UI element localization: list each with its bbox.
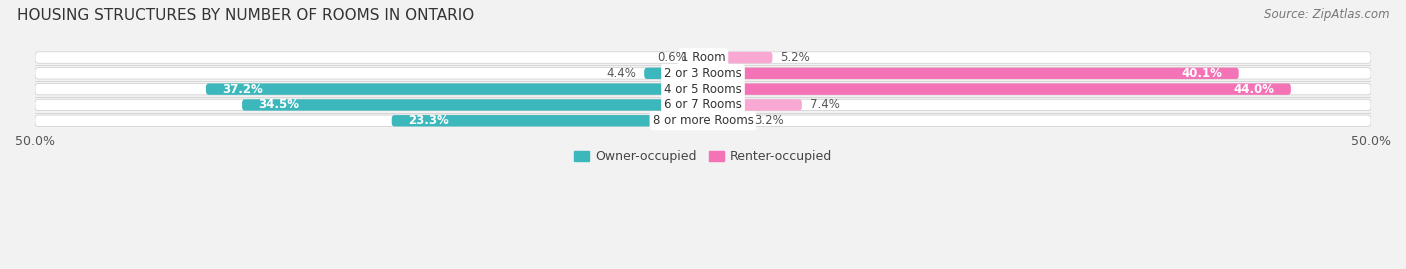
FancyBboxPatch shape [703, 99, 801, 111]
FancyBboxPatch shape [695, 52, 703, 63]
FancyBboxPatch shape [703, 52, 772, 63]
Text: 4.4%: 4.4% [606, 67, 636, 80]
Text: HOUSING STRUCTURES BY NUMBER OF ROOMS IN ONTARIO: HOUSING STRUCTURES BY NUMBER OF ROOMS IN… [17, 8, 474, 23]
FancyBboxPatch shape [35, 68, 1371, 79]
FancyBboxPatch shape [392, 115, 703, 126]
FancyBboxPatch shape [35, 115, 1371, 126]
Text: 4 or 5 Rooms: 4 or 5 Rooms [664, 83, 742, 96]
FancyBboxPatch shape [703, 83, 1291, 95]
Text: 34.5%: 34.5% [259, 98, 299, 111]
Text: 8 or more Rooms: 8 or more Rooms [652, 114, 754, 127]
Text: 1 Room: 1 Room [681, 51, 725, 64]
Text: 23.3%: 23.3% [408, 114, 449, 127]
Legend: Owner-occupied, Renter-occupied: Owner-occupied, Renter-occupied [568, 145, 838, 168]
FancyBboxPatch shape [35, 83, 1371, 95]
FancyBboxPatch shape [703, 68, 1239, 79]
Text: 6 or 7 Rooms: 6 or 7 Rooms [664, 98, 742, 111]
FancyBboxPatch shape [644, 68, 703, 79]
FancyBboxPatch shape [35, 99, 1371, 111]
Text: 2 or 3 Rooms: 2 or 3 Rooms [664, 67, 742, 80]
FancyBboxPatch shape [35, 52, 1371, 63]
FancyBboxPatch shape [703, 115, 745, 126]
FancyBboxPatch shape [242, 99, 703, 111]
Text: 0.6%: 0.6% [657, 51, 688, 64]
Text: Source: ZipAtlas.com: Source: ZipAtlas.com [1264, 8, 1389, 21]
FancyBboxPatch shape [207, 83, 703, 95]
Text: 5.2%: 5.2% [780, 51, 810, 64]
Text: 40.1%: 40.1% [1182, 67, 1223, 80]
Text: 7.4%: 7.4% [810, 98, 839, 111]
Text: 37.2%: 37.2% [222, 83, 263, 96]
Text: 44.0%: 44.0% [1234, 83, 1275, 96]
Text: 3.2%: 3.2% [754, 114, 783, 127]
